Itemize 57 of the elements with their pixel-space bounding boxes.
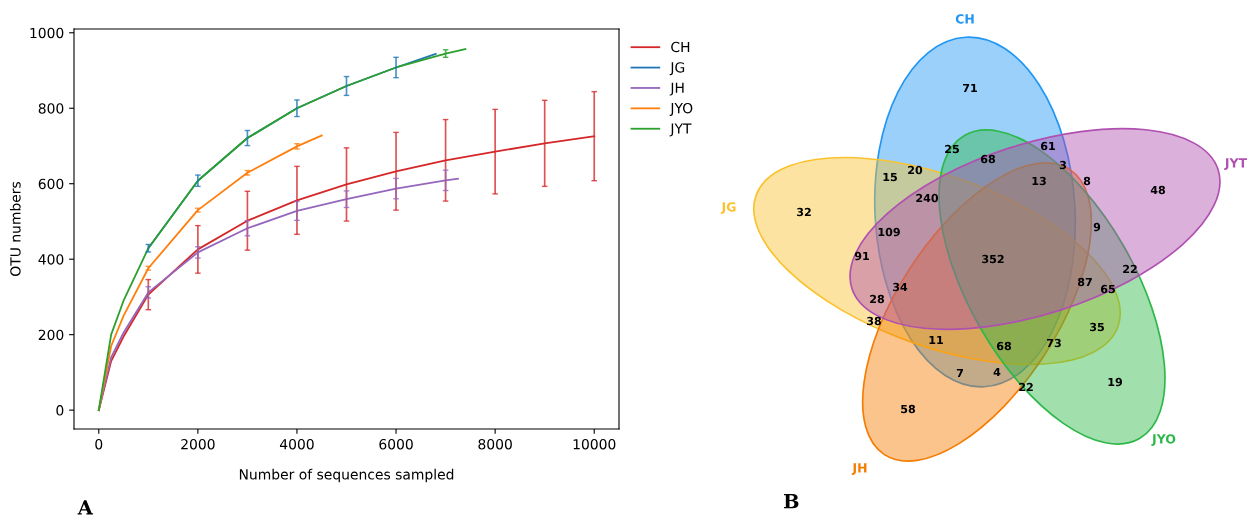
category-label: JG (720, 202, 736, 214)
text: 8 (1083, 176, 1091, 186)
x-tick-label: 0 (95, 438, 103, 450)
text: 3 (1059, 160, 1066, 170)
y-tick-label: 800 (38, 103, 64, 114)
text: 71 (963, 83, 977, 93)
text: 61 (1040, 141, 1055, 151)
category-label: JYO (1151, 434, 1176, 446)
y-tick-label: 1000 (30, 27, 64, 39)
text: 240 (916, 193, 939, 203)
text: 38 (867, 316, 882, 326)
x-tick-label: 6000 (379, 438, 413, 450)
y-tick-label: 600 (38, 178, 64, 190)
y-tick-label: 200 (38, 329, 64, 341)
text: 68 (980, 154, 996, 164)
text: 87 (1077, 277, 1092, 287)
text: 20 (908, 165, 923, 175)
text: 22 (1123, 264, 1137, 274)
text: 32 (797, 207, 811, 217)
text: 19 (1108, 377, 1123, 387)
legend-label: CH (671, 41, 690, 53)
legend-label: JG (669, 62, 685, 76)
category-label: JH (851, 463, 867, 475)
text: A (77, 500, 94, 515)
x-axis-title: Number of sequences sampled (239, 468, 454, 483)
text: 73 (1047, 338, 1061, 348)
x-tick-label: 4000 (279, 438, 314, 450)
legend-label: JYT (669, 123, 692, 137)
text: 15 (883, 172, 897, 182)
text: 13 (1032, 176, 1046, 186)
category-label: JYT (1224, 158, 1247, 170)
text: 34 (893, 282, 908, 292)
text: 35 (1090, 322, 1104, 332)
text: 9 (1093, 222, 1101, 232)
text: 352 (982, 254, 1004, 264)
category-label: CH (955, 14, 974, 24)
text: 4 (993, 367, 1001, 377)
text: 48 (1150, 185, 1166, 195)
x-tick-label: 2000 (181, 438, 215, 450)
text: 22 (1019, 382, 1033, 392)
text: 91 (854, 251, 869, 261)
text: 11 (929, 335, 943, 345)
x-tick-label: 8000 (478, 438, 512, 450)
y-tick-label: 0 (56, 405, 64, 416)
y-axis-title: OTU numbers (9, 181, 21, 276)
legend-label: JH (669, 82, 684, 96)
text: 65 (1100, 284, 1115, 294)
legend-label: JYO (669, 102, 693, 116)
text: 7 (956, 368, 963, 378)
text: B (784, 494, 799, 509)
text: 68 (996, 341, 1012, 351)
text: 25 (945, 144, 959, 154)
text: 109 (878, 227, 900, 237)
x-tick-label: 10000 (573, 438, 616, 450)
y-tick-label: 400 (38, 254, 64, 265)
text: 58 (901, 404, 916, 414)
text: 28 (870, 294, 885, 304)
